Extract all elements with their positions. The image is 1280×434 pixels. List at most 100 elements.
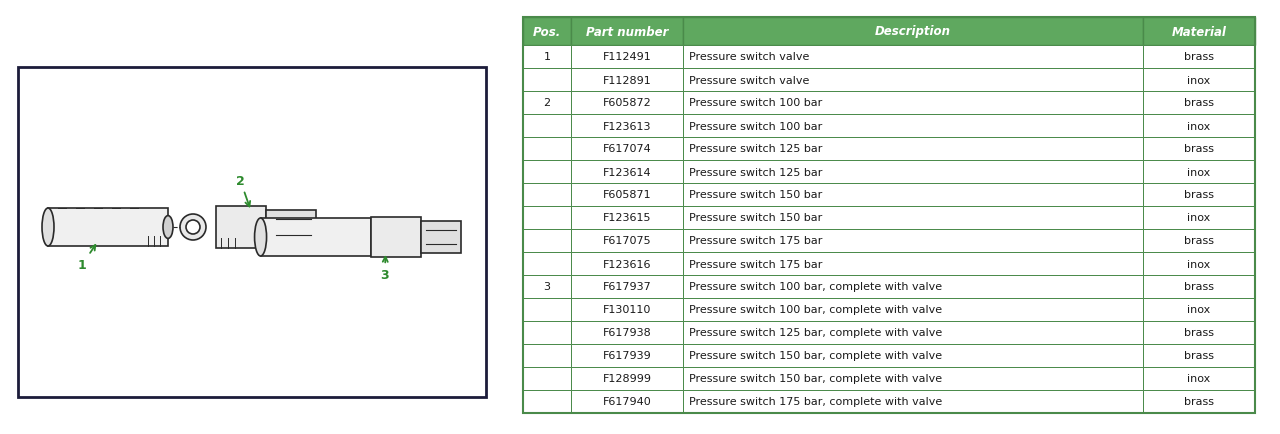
Text: F617938: F617938 xyxy=(603,328,652,338)
Text: Pressure switch 125 bar: Pressure switch 125 bar xyxy=(689,144,822,154)
Bar xyxy=(261,218,371,256)
Bar xyxy=(684,321,1143,344)
Bar xyxy=(1143,115,1254,138)
Text: Description: Description xyxy=(876,26,951,39)
Text: F123614: F123614 xyxy=(603,167,652,177)
Text: brass: brass xyxy=(1184,190,1213,200)
Text: Material: Material xyxy=(1171,26,1226,39)
Ellipse shape xyxy=(180,214,206,240)
Bar xyxy=(684,298,1143,321)
Text: Pressure switch valve: Pressure switch valve xyxy=(689,53,809,62)
Text: Pressure switch 175 bar: Pressure switch 175 bar xyxy=(689,236,822,246)
Bar xyxy=(1143,161,1254,184)
Bar xyxy=(571,184,684,207)
Bar xyxy=(524,46,571,69)
Text: inox: inox xyxy=(1188,305,1211,315)
Bar xyxy=(524,115,571,138)
Text: Part number: Part number xyxy=(586,26,668,39)
Text: F617075: F617075 xyxy=(603,236,652,246)
Bar xyxy=(49,208,168,247)
Bar xyxy=(571,253,684,275)
Bar xyxy=(524,390,571,413)
Text: Pressure switch 100 bar: Pressure switch 100 bar xyxy=(689,121,822,131)
Text: F617940: F617940 xyxy=(603,397,652,407)
Text: F617074: F617074 xyxy=(603,144,652,154)
Bar xyxy=(684,275,1143,298)
Bar xyxy=(571,390,684,413)
Bar xyxy=(684,184,1143,207)
Ellipse shape xyxy=(186,220,200,234)
Bar xyxy=(1143,230,1254,253)
Bar xyxy=(684,344,1143,367)
Bar xyxy=(1143,321,1254,344)
Text: Pressure switch valve: Pressure switch valve xyxy=(689,76,809,85)
Bar xyxy=(1143,184,1254,207)
Ellipse shape xyxy=(163,216,173,239)
Text: 1: 1 xyxy=(544,53,550,62)
Bar xyxy=(571,298,684,321)
Text: Pressure switch 175 bar, complete with valve: Pressure switch 175 bar, complete with v… xyxy=(689,397,942,407)
Text: 2: 2 xyxy=(236,174,250,207)
Ellipse shape xyxy=(255,218,266,256)
Text: brass: brass xyxy=(1184,53,1213,62)
Text: Pressure switch 150 bar: Pressure switch 150 bar xyxy=(689,190,822,200)
Bar xyxy=(571,344,684,367)
Text: inox: inox xyxy=(1188,167,1211,177)
Bar xyxy=(421,221,461,253)
Text: brass: brass xyxy=(1184,397,1213,407)
Text: Pressure switch 100 bar: Pressure switch 100 bar xyxy=(689,98,822,108)
Bar xyxy=(571,230,684,253)
Text: Pressure switch 100 bar, complete with valve: Pressure switch 100 bar, complete with v… xyxy=(689,305,942,315)
Text: F605872: F605872 xyxy=(603,98,652,108)
Bar xyxy=(571,115,684,138)
Text: inox: inox xyxy=(1188,213,1211,223)
Bar xyxy=(524,253,571,275)
Bar xyxy=(1143,46,1254,69)
Text: inox: inox xyxy=(1188,259,1211,269)
Bar xyxy=(684,161,1143,184)
Bar xyxy=(571,207,684,230)
Bar xyxy=(524,367,571,390)
Text: brass: brass xyxy=(1184,98,1213,108)
Bar xyxy=(684,18,1143,46)
Text: F128999: F128999 xyxy=(603,374,652,384)
Text: F130110: F130110 xyxy=(603,305,652,315)
Bar xyxy=(1143,390,1254,413)
Text: brass: brass xyxy=(1184,236,1213,246)
Bar xyxy=(684,253,1143,275)
Bar xyxy=(524,207,571,230)
Text: Pressure switch 125 bar, complete with valve: Pressure switch 125 bar, complete with v… xyxy=(689,328,942,338)
Text: Pressure switch 100 bar, complete with valve: Pressure switch 100 bar, complete with v… xyxy=(689,282,942,292)
Bar xyxy=(524,18,1254,413)
Bar xyxy=(1143,344,1254,367)
Text: Pos.: Pos. xyxy=(532,26,561,39)
Bar xyxy=(524,161,571,184)
Text: 3: 3 xyxy=(380,257,389,281)
Text: 1: 1 xyxy=(78,245,95,271)
Bar xyxy=(524,18,571,46)
Bar xyxy=(684,390,1143,413)
Bar xyxy=(1143,69,1254,92)
Bar xyxy=(571,92,684,115)
Text: F617939: F617939 xyxy=(603,351,652,361)
Text: F605871: F605871 xyxy=(603,190,652,200)
Bar xyxy=(571,46,684,69)
Bar xyxy=(1143,207,1254,230)
Bar xyxy=(684,46,1143,69)
Text: F112491: F112491 xyxy=(603,53,652,62)
Text: inox: inox xyxy=(1188,374,1211,384)
Bar xyxy=(524,344,571,367)
Bar xyxy=(1143,367,1254,390)
Text: F123616: F123616 xyxy=(603,259,652,269)
Bar xyxy=(1143,138,1254,161)
Ellipse shape xyxy=(42,208,54,247)
Text: inox: inox xyxy=(1188,121,1211,131)
Bar xyxy=(571,18,684,46)
Bar xyxy=(524,92,571,115)
Bar xyxy=(1143,298,1254,321)
Bar xyxy=(524,184,571,207)
Bar xyxy=(684,92,1143,115)
Bar xyxy=(1143,18,1254,46)
Text: 2: 2 xyxy=(544,98,550,108)
Bar xyxy=(524,230,571,253)
